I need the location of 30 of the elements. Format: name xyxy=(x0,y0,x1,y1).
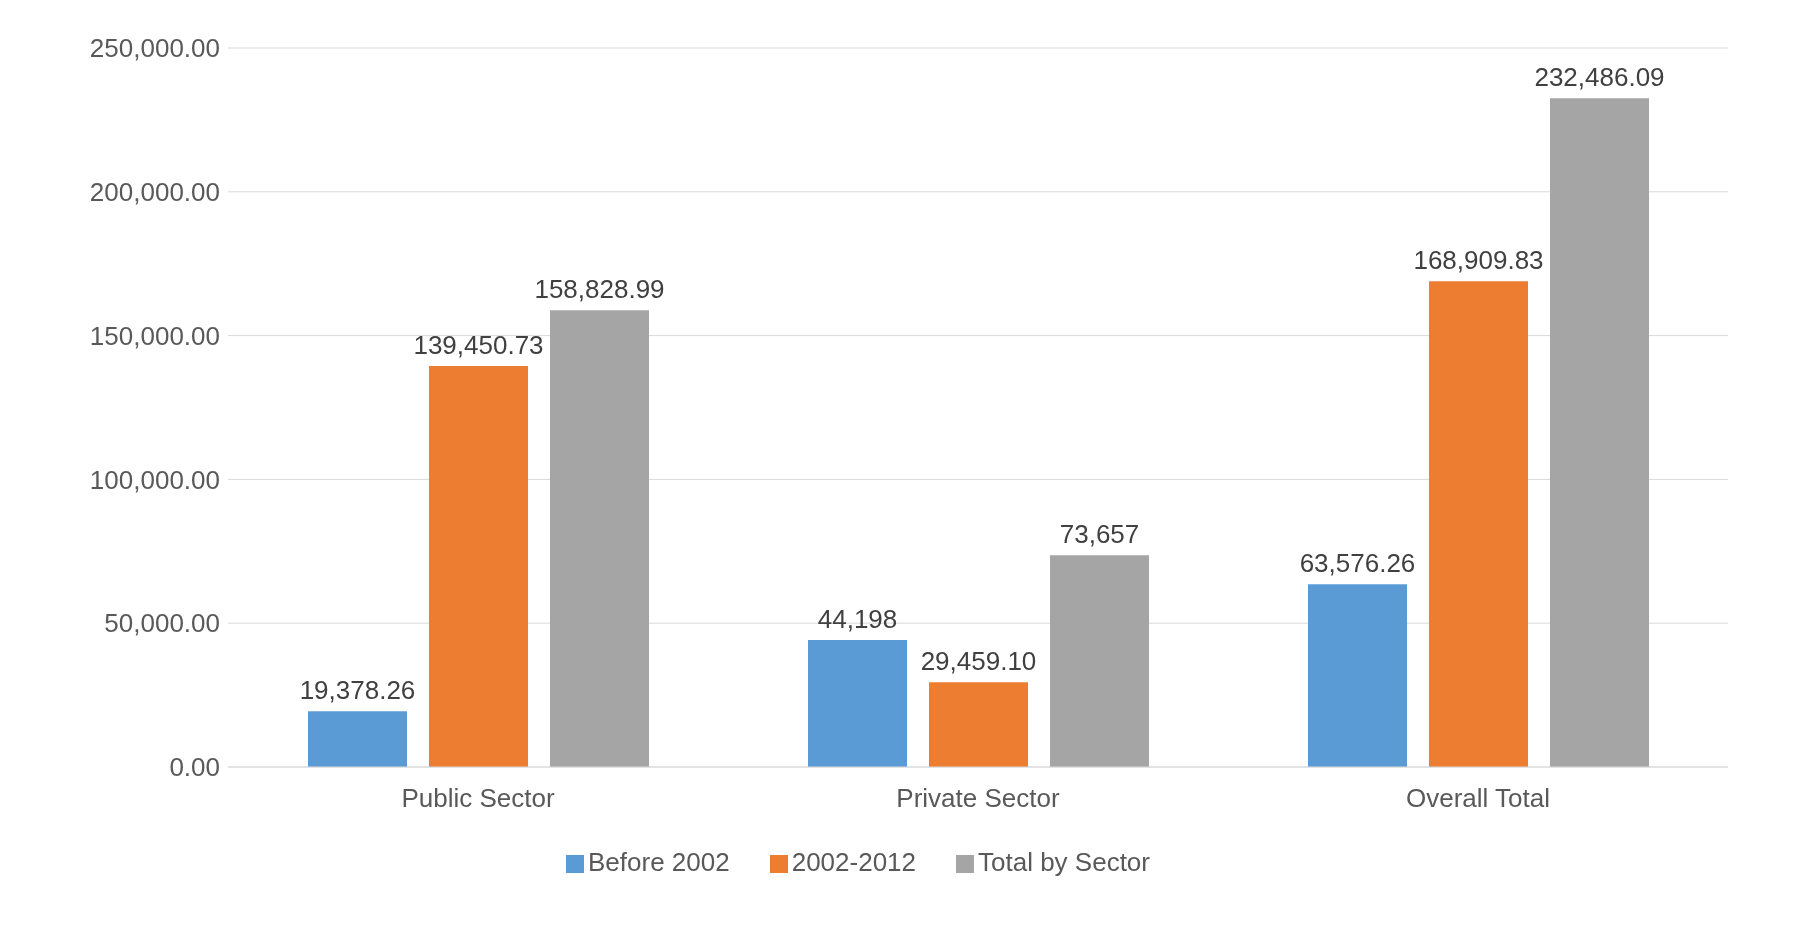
bar xyxy=(308,711,407,767)
bar xyxy=(429,365,528,767)
data-label: 73,657 xyxy=(1059,519,1140,550)
legend-label: 2002-2012 xyxy=(791,847,917,877)
y-tick-label: 50,000.00 xyxy=(104,608,220,639)
data-label: 44,198 xyxy=(817,603,898,634)
bar xyxy=(1550,98,1649,767)
data-label: 158,828.99 xyxy=(534,274,665,305)
data-label: 139,450.73 xyxy=(413,329,544,360)
bar xyxy=(929,682,1028,767)
bar xyxy=(1429,281,1528,767)
data-label: 29,459.10 xyxy=(920,646,1037,677)
y-tick-label: 250,000.00 xyxy=(89,33,220,64)
data-label: 168,909.83 xyxy=(1413,245,1544,276)
legend-label: Total by Sector xyxy=(978,847,1150,877)
y-tick-label: 200,000.00 xyxy=(89,177,220,208)
bar xyxy=(1050,555,1149,767)
data-label: 19,378.26 xyxy=(299,675,416,706)
legend-label: Before 2002 xyxy=(588,847,730,877)
x-tick-label: Overall Total xyxy=(1405,783,1551,814)
bar xyxy=(1308,584,1407,767)
x-tick-label: Private Sector xyxy=(896,783,1060,814)
data-label: 63,576.26 xyxy=(1299,548,1416,579)
y-tick-label: 100,000.00 xyxy=(89,464,220,495)
bar xyxy=(808,639,907,767)
y-tick-label: 0.00 xyxy=(169,752,220,783)
bar xyxy=(550,310,649,767)
x-tick-label: Public Sector xyxy=(401,783,555,814)
data-label: 232,486.09 xyxy=(1534,62,1665,93)
y-tick-label: 150,000.00 xyxy=(89,320,220,351)
